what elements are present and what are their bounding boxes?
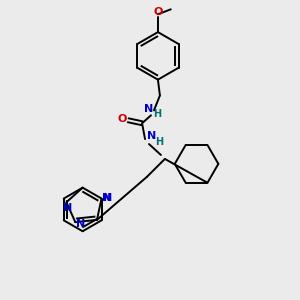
Text: N: N (63, 203, 72, 213)
Text: N: N (103, 193, 112, 202)
Text: N: N (76, 219, 85, 229)
Text: N: N (147, 131, 157, 141)
Text: H: H (153, 109, 161, 119)
Text: N: N (102, 193, 111, 202)
Text: O: O (153, 7, 163, 17)
Text: N: N (144, 104, 154, 114)
Text: O: O (118, 114, 127, 124)
Text: H: H (155, 137, 163, 147)
